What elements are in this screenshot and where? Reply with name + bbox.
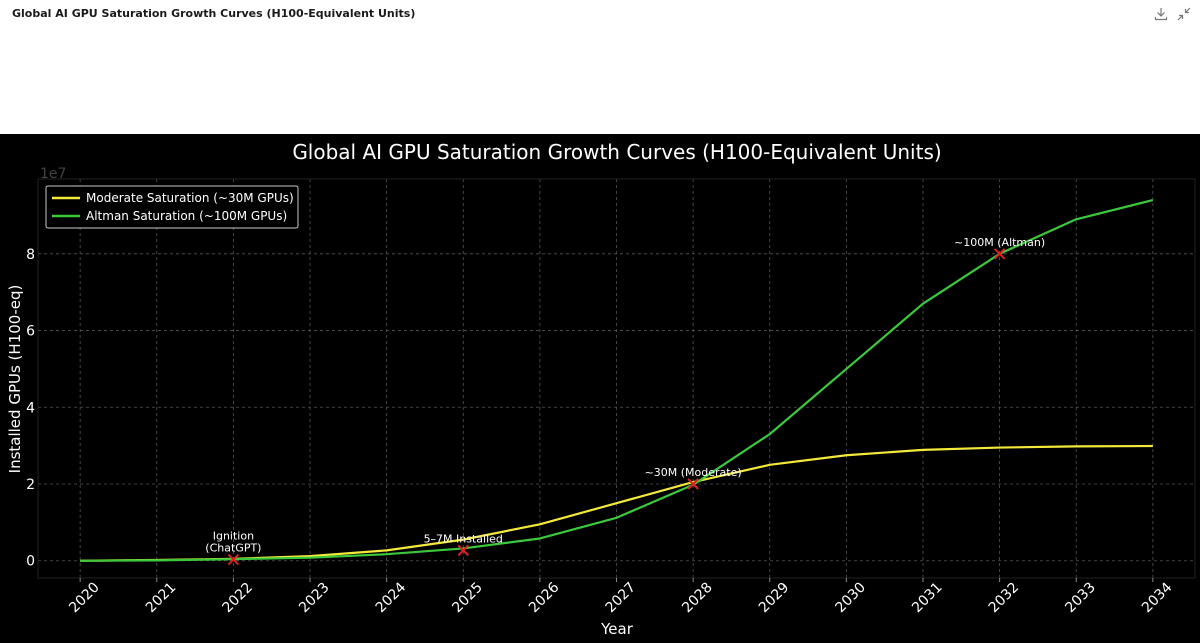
y-tick-label-2: 4 (26, 400, 35, 416)
x-tick-label-6: 2026 (526, 579, 563, 616)
y-tick-label-0: 0 (26, 554, 35, 570)
series-line-altman (80, 199, 1154, 562)
chart-title: Global AI GPU Saturation Growth Curves (… (292, 140, 941, 164)
marker-stroke-b-3 (993, 248, 1006, 260)
annotation-markers: Ignition(ChatGPT) 5–7M Installed ~30M (Mod… (205, 236, 1045, 566)
annotation-label-3-0: ~100M (Altman) (954, 236, 1045, 249)
annotation-marker-2: ~30M (Moderate) (645, 466, 742, 490)
x-tick-labels: 2020 2021 2022 2023 2024 2025 2026 2027 2028 2029… (66, 578, 1176, 617)
x-tick-label-2: 2022 (219, 580, 256, 617)
legend: Moderate Saturation (~30M GPUs) Altman S… (45, 185, 299, 229)
legend-label-moderate: Moderate Saturation (~30M GPUs) (86, 191, 294, 205)
legend-label-altman: Altman Saturation (~100M GPUs) (86, 209, 287, 223)
x-tick-label-5: 2025 (449, 580, 486, 617)
download-icon (1154, 8, 1168, 21)
annotation-label-0-1: (ChatGPT) (205, 542, 261, 555)
annotation-marker-0: Ignition(ChatGPT) (205, 530, 261, 566)
download-button[interactable] (1153, 6, 1169, 22)
y-tick-labels: 0 2 4 6 8 (26, 247, 35, 570)
x-tick-label-14: 2034 (1139, 579, 1176, 616)
line-chart: Global AI GPU Saturation Growth Curves (… (6, 140, 1196, 638)
annotation-marker-3: ~100M (Altman) (954, 236, 1045, 260)
x-tick-label-10: 2030 (832, 580, 869, 617)
annotation-marker-1: 5–7M Installed (424, 532, 503, 557)
y-tick-label-4: 8 (26, 247, 35, 263)
collapse-button[interactable] (1176, 6, 1192, 22)
x-tick-label-3: 2023 (296, 580, 333, 617)
window-title: Global AI GPU Saturation Growth Curves (… (12, 7, 416, 20)
marker-stroke-b-2 (687, 478, 699, 490)
annotation-label-0-0: Ignition (213, 530, 254, 543)
y-tick-label-1: 2 (26, 477, 35, 493)
chart-canvas: Global AI GPU Saturation Growth Curves (… (0, 134, 1200, 643)
series-lines (80, 199, 1154, 562)
x-axis-label: Year (600, 620, 634, 638)
marker-stroke-b-1 (457, 544, 469, 557)
y-scale-label: 1e7 (40, 166, 66, 182)
x-tick-label-11: 2031 (909, 580, 946, 617)
x-tick-label-8: 2028 (679, 580, 716, 617)
x-tick-label-4: 2024 (373, 579, 410, 616)
collapse-icon (1177, 7, 1191, 21)
x-tick-label-1: 2021 (143, 580, 180, 617)
y-tick-label-3: 6 (26, 324, 35, 340)
annotation-label-2-0: ~30M (Moderate) (645, 466, 742, 479)
x-tick-label-9: 2029 (756, 580, 793, 617)
x-tick-label-0: 2020 (66, 580, 103, 617)
annotation-label-1-0: 5–7M Installed (424, 532, 503, 545)
x-tick-label-12: 2032 (986, 580, 1023, 617)
y-axis-label: Installed GPUs (H100-eq) (6, 285, 24, 474)
chart-header: Global AI GPU Saturation Growth Curves (… (0, 0, 1200, 134)
legend-box (45, 185, 299, 229)
grid (38, 179, 1195, 578)
marker-stroke-b-0 (227, 553, 240, 566)
x-tick-label-7: 2027 (603, 580, 640, 617)
x-tick-label-13: 2033 (1062, 580, 1099, 617)
